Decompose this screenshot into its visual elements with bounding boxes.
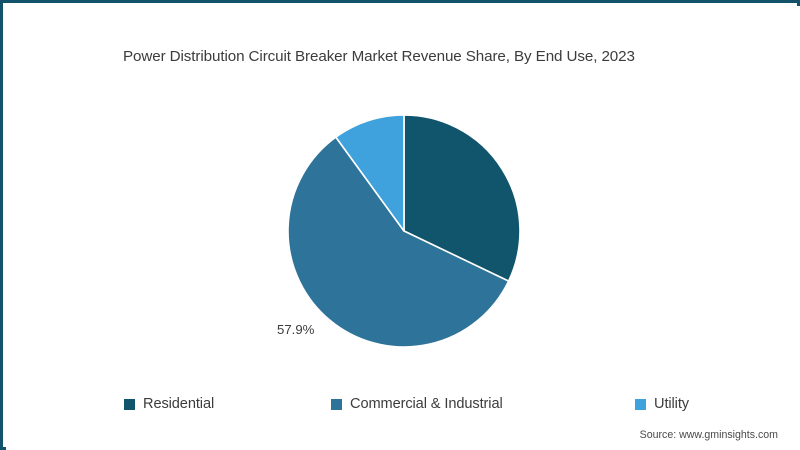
legend-swatch-icon-utility xyxy=(635,398,646,410)
legend-label-utility: Utility xyxy=(654,395,689,412)
pie-chart-svg xyxy=(287,114,521,348)
pie-slice-commercial-industrial[interactable] xyxy=(287,136,510,348)
pie-slice-utility[interactable] xyxy=(335,114,405,232)
legend-item-residential[interactable]: Residential xyxy=(124,392,214,416)
page-title: Power Distribution Circuit Breaker Marke… xyxy=(123,48,635,65)
chart-legend: Residential Commercial & Industrial Util… xyxy=(6,392,800,416)
legend-item-commercial-industrial[interactable]: Commercial & Industrial xyxy=(331,392,503,416)
source-attribution: Source: www.gminsights.com xyxy=(639,429,778,441)
legend-label-residential: Residential xyxy=(143,395,215,412)
pie-slice-label-commercial-industrial: 57.9% xyxy=(277,322,315,337)
legend-swatch-icon-residential xyxy=(124,398,135,410)
chart-canvas: Power Distribution Circuit Breaker Marke… xyxy=(6,6,800,450)
pie-chart xyxy=(286,113,522,349)
legend-label-commercial-industrial: Commercial & Industrial xyxy=(350,395,503,412)
pie-slice-residential[interactable] xyxy=(403,114,521,282)
legend-swatch-icon-commercial-industrial xyxy=(331,398,342,410)
legend-item-utility[interactable]: Utility xyxy=(635,392,689,416)
